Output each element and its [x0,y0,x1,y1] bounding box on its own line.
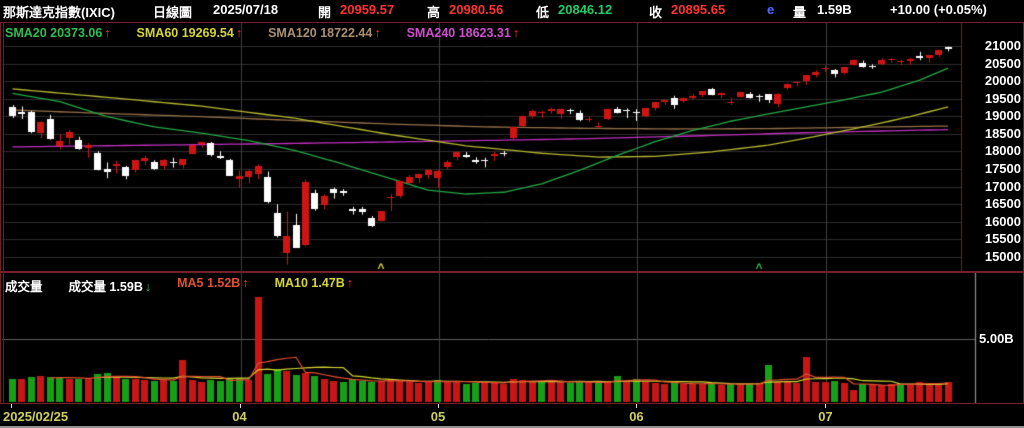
ma5-legend: MA5 1.52B ↑ [177,276,249,290]
open-value: 20959.57 [340,2,395,17]
time-axis-month-label: 04 [232,409,247,424]
time-axis: 2025/02/25 04 05 06 07 [0,404,1024,428]
time-axis-tick [636,404,638,408]
chart-type-label: 日線圖 [153,5,193,20]
volume-down-arrow-icon: ↓ [144,280,152,294]
price-y-tick: 17500 [984,161,1021,177]
price-y-tick: 17000 [984,178,1021,194]
price-y-tick: 21000 [984,38,1021,53]
time-axis-start-label: 2025/02/25 [3,409,69,424]
time-axis-tick [11,404,12,408]
sma120-up-arrow-icon: ↑ [374,26,381,40]
sma-legend: SMA20 20373.06 ↑ SMA60 19269.54 ↑ SMA120 1… [5,26,545,40]
ma10-up-arrow-icon: ↑ [346,276,354,290]
price-y-tick: 16000 [984,213,1021,229]
price-y-tick: 18500 [984,125,1021,141]
instrument-title: 那斯達克指數(IXIC) [3,5,115,20]
open-label: 開 [318,5,332,20]
time-axis-tick [437,404,439,408]
volume-legend-value: 成交量 1.59B ↓ [68,280,152,294]
price-chart-canvas[interactable] [1,23,977,271]
time-axis-tick [239,404,241,408]
ma5-up-arrow-icon: ↑ [242,276,249,290]
price-panel: SMA20 20373.06 ↑ SMA60 19269.54 ↑ SMA120 1… [0,22,1024,272]
panel-left-edge [3,23,4,271]
volume-label: 量 [793,5,807,20]
time-axis-month-label: 07 [818,409,833,424]
change-value: +10.00 (+0.05%) [890,2,987,17]
time-axis-month-label: 06 [629,409,644,424]
volume-axis-label: 5.00B [979,331,1014,346]
low-value: 20846.12 [558,2,613,17]
panel-left-edge [3,273,4,403]
price-y-tick: 15000 [984,248,1021,264]
volume-panel: 成交量 成交量 1.59B ↓ MA5 1.52B ↑ MA10 1.47B ↑ 5.… [0,272,1024,404]
sma240-up-arrow-icon: ↑ [512,26,520,40]
price-y-tick: 19000 [984,108,1021,124]
e-flag: e [767,2,775,17]
price-y-tick: 18000 [984,143,1021,159]
price-y-tick: 16500 [984,196,1021,212]
sma60-up-arrow-icon: ↑ [235,26,243,40]
price-y-tick: 15500 [984,231,1021,247]
volume-value: 1.59B [817,2,852,17]
volume-legend: 成交量 成交量 1.59B ↓ MA5 1.52B ↑ MA10 1.47B ↑ [5,276,379,295]
quote-date: 2025/07/18 [213,2,279,17]
price-y-tick: 20500 [984,55,1021,71]
sma20-legend: SMA20 20373.06 ↑ [5,26,111,40]
low-label: 低 [536,5,550,20]
volume-chart-canvas[interactable] [1,273,977,403]
high-value: 20980.56 [449,2,504,17]
close-value: 20895.65 [671,2,726,17]
price-y-tick: 20000 [984,73,1021,89]
sma120-legend: SMA120 18722.44 ↑ [268,26,381,40]
price-y-tick: 19500 [984,90,1021,106]
sma240-legend: SMA240 18623.31 ↑ [406,26,520,40]
time-axis-month-label: 05 [430,409,446,424]
close-label: 收 [649,5,663,20]
high-label: 高 [427,5,441,20]
header-bar: 那斯達克指數(IXIC) 日線圖 2025/07/18 開 20959.57 高… [0,0,1024,22]
time-axis-tick [825,404,827,408]
volume-legend-title: 成交量 [5,280,43,294]
sma20-up-arrow-icon: ↑ [104,26,111,40]
sma60-legend: SMA60 19269.54 ↑ [136,26,243,40]
ma10-legend: MA10 1.47B ↑ [274,276,354,290]
